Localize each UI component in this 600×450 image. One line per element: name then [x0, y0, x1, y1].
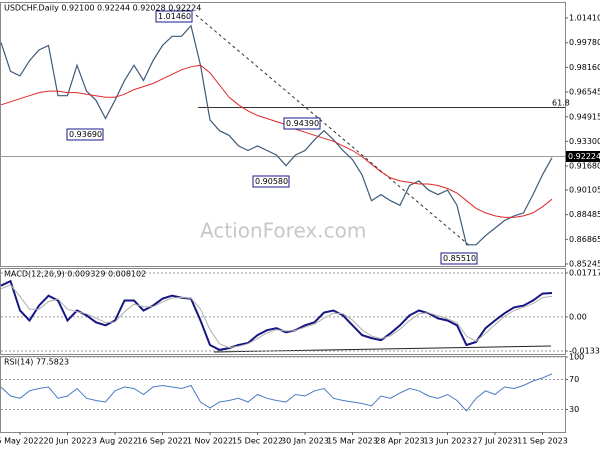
- series-line: [0, 64, 553, 218]
- macd-title: MACD(12,26,9) 0.009329 0.008102: [4, 270, 146, 279]
- x-tick-label: 11 Sep 2023: [517, 437, 568, 446]
- series-line: [0, 284, 553, 349]
- macd-panel: [0, 268, 566, 355]
- y-tick-label: 0.91680: [569, 162, 600, 171]
- price-marker-label: 0.92224: [568, 152, 600, 161]
- marks: 1.01410 0.99780 0.98160 0.96545 0.94915 0.933…: [0, 13, 600, 445]
- y-tick-label: 0.94915: [569, 112, 600, 121]
- x-tick-label: 15 Mar 2023: [327, 437, 378, 446]
- x-tick-label: 30 Jan 2023: [281, 437, 329, 446]
- watermark: ActionForex.com: [200, 219, 366, 243]
- x-tick-label: 15 Dec 2022: [232, 437, 283, 446]
- y-tick-label: 0.96545: [569, 87, 600, 96]
- annotation-box: [440, 252, 478, 265]
- trend-line: [195, 14, 471, 247]
- x-tick-label: 1 Nov 2022: [187, 437, 233, 446]
- y-tick-label: 0.88485: [569, 210, 600, 219]
- annotation: 0.85510: [443, 254, 476, 263]
- annotation-box: [283, 117, 321, 130]
- x-tick-label: 5 May 2022: [0, 437, 44, 446]
- price-marker: [566, 151, 600, 162]
- x-tick-label: 3 Aug 2022: [92, 437, 138, 446]
- series-line: [0, 373, 553, 412]
- series-line: [0, 24, 553, 246]
- annotations: 1.01460 0.93690 0.94390 0.90580 0.85510 …: [66, 10, 600, 265]
- annotation-box: [66, 128, 104, 141]
- fib-label: 61.8: [552, 99, 570, 108]
- series-line: [0, 279, 553, 351]
- rsi-title: RSI(14) 77.5823: [4, 358, 69, 367]
- y-tick-label: 100: [569, 353, 584, 362]
- y-tick-label: 0.98160: [569, 63, 600, 72]
- annotation-box: [155, 10, 193, 23]
- y-tick-label: 0.00: [569, 312, 587, 321]
- y-tick-label: 0.93300: [569, 137, 600, 146]
- x-tick-label: 20 Jun 2022: [43, 437, 91, 446]
- y-tick-label: 0.99780: [569, 38, 600, 47]
- annotation: 0.94390: [286, 119, 319, 128]
- price-panel: [0, 2, 566, 267]
- y-tick-label: 30: [569, 405, 579, 414]
- y-tick-label: 0.017176: [569, 268, 600, 277]
- annotation: 0.90580: [255, 177, 288, 186]
- x-tick-label: 16 Sep 2022: [137, 437, 188, 446]
- rsi-panel: [0, 356, 566, 433]
- x-tick-label: 27 Jul 2023: [472, 437, 517, 446]
- y-tick-label: 0.90105: [569, 185, 600, 194]
- y-tick-label: 0.85245: [569, 259, 600, 268]
- x-tick-label: 13 Jun 2023: [423, 437, 471, 446]
- x-tick-label: 28 Apr 2023: [375, 437, 424, 446]
- annotation: 1.01460: [158, 12, 191, 21]
- annotation-box: [252, 175, 290, 188]
- y-tick-label: 1.01410: [569, 13, 600, 22]
- price-title: USDCHF.Daily 0.92100 0.92244 0.92028 0.9…: [4, 4, 201, 13]
- annotation: 0.93690: [69, 130, 102, 139]
- y-tick-label: 70: [569, 375, 579, 384]
- y-tick-label: 0.86865: [569, 235, 600, 244]
- y-tick-label: -0.01334: [569, 347, 600, 356]
